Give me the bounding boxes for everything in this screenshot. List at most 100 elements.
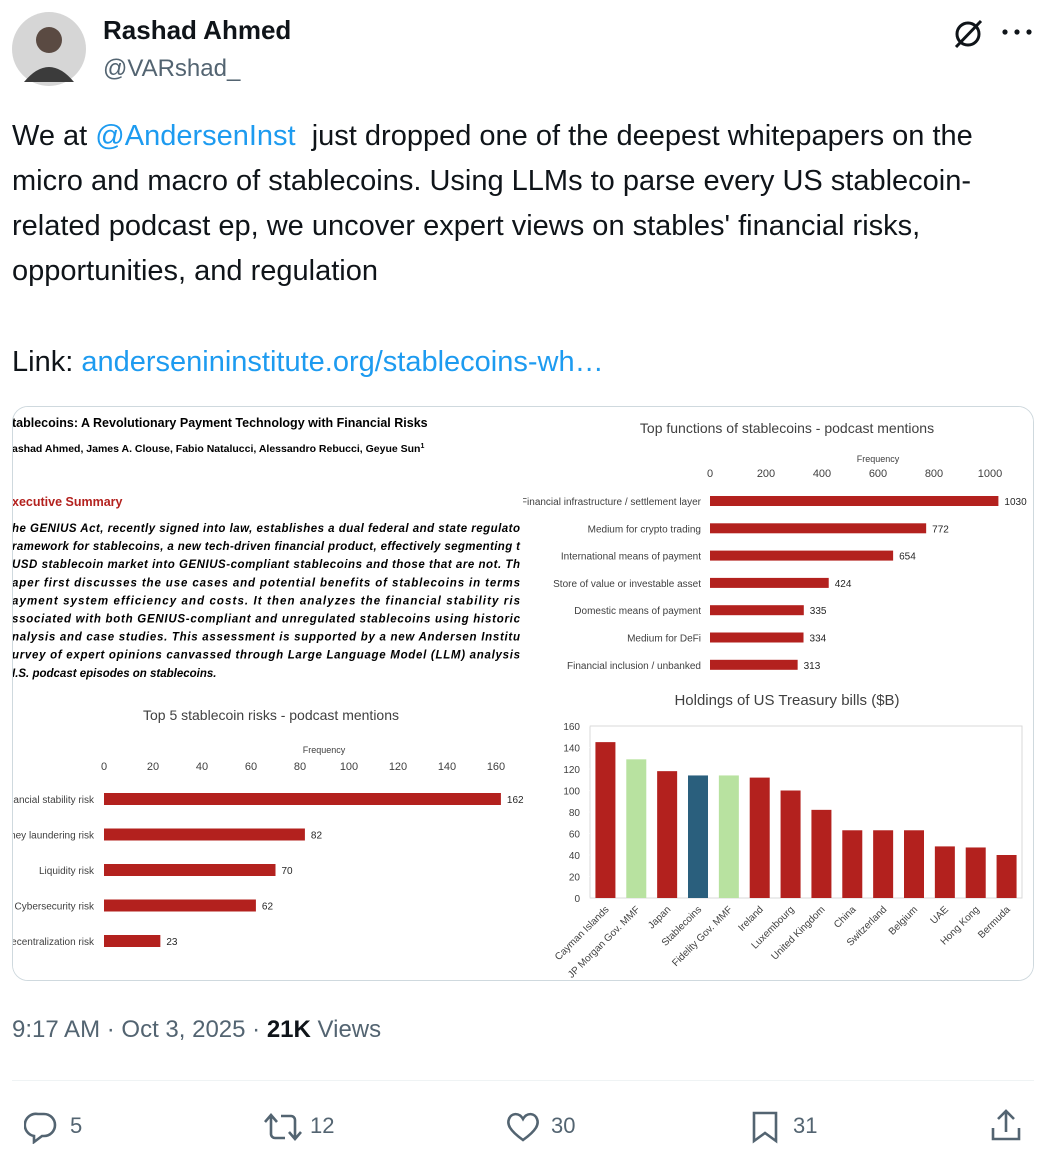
time[interactable]: 9:17 AM xyxy=(12,1016,101,1043)
y-tick-label: 100 xyxy=(563,787,580,798)
mention[interactable]: @AndersenInst xyxy=(95,120,296,152)
image-content: tablecoins: A Revolutionary Payment Tech… xyxy=(13,407,1033,980)
y-tick-label: 80 xyxy=(569,808,581,819)
author-handle[interactable]: @VARshad_ xyxy=(103,55,241,82)
text: just dropped one of the deepest whitepap… xyxy=(12,120,981,287)
section-heading: xecutive Summary xyxy=(13,495,123,509)
bookmark-count: 31 xyxy=(793,1113,818,1138)
bar xyxy=(996,855,1017,898)
value-label: 313 xyxy=(804,661,821,672)
bar xyxy=(710,496,999,506)
x-tick-label: 140 xyxy=(438,761,456,773)
x-tick-label: 20 xyxy=(147,761,159,773)
paper-authors: ashad Ahmed, James A. Clouse, Fabio Nata… xyxy=(13,443,424,455)
author-name[interactable]: Rashad Ahmed xyxy=(103,15,292,45)
chart: Top functions of stablecoins - podcast m… xyxy=(521,420,1027,672)
x-tick-label: 120 xyxy=(389,761,407,773)
category-label: Decentralization risk xyxy=(13,937,95,948)
x-tick-label: 1000 xyxy=(978,468,1002,480)
like-count: 30 xyxy=(551,1113,576,1138)
views-label: Views xyxy=(317,1016,382,1043)
bar xyxy=(965,847,986,898)
reply-icon[interactable] xyxy=(24,1110,58,1144)
retweet-count: 12 xyxy=(310,1113,335,1138)
y-tick-label: 140 xyxy=(563,744,580,755)
bar xyxy=(104,864,276,876)
link-label: Link: xyxy=(12,346,82,378)
y-tick-label: 120 xyxy=(563,765,580,776)
x-tick-label: 400 xyxy=(813,468,831,480)
value-label: 335 xyxy=(810,606,827,617)
value-label: 82 xyxy=(311,831,323,842)
avatar[interactable] xyxy=(12,12,86,86)
category-label: Store of value or investable asset xyxy=(553,579,701,590)
bar xyxy=(780,790,801,898)
value-label: 23 xyxy=(166,937,178,948)
category-label: Financial inclusion / unbanked xyxy=(567,661,701,672)
y-tick-label: 40 xyxy=(569,851,581,862)
bar xyxy=(749,777,770,898)
reply-count: 5 xyxy=(70,1113,83,1138)
category-label: Financial infrastructure / settlement la… xyxy=(521,497,702,508)
bar xyxy=(626,759,647,898)
value-label: 772 xyxy=(932,524,949,535)
category-label: Domestic means of payment xyxy=(574,606,701,617)
axis-label: Frequency xyxy=(857,454,900,464)
x-tick-label: 200 xyxy=(757,468,775,480)
authors: ashad Ahmed, James A. Clouse, Fabio Nata… xyxy=(13,443,420,455)
category-label: International means of payment xyxy=(561,552,701,563)
footnote-mark: 1 xyxy=(420,443,424,450)
summary-line: I.S. podcast episodes on stablecoins. xyxy=(13,668,217,680)
link[interactable]: andersenininstitute.org/stablecoins-wh… xyxy=(81,346,604,378)
bar xyxy=(688,775,708,898)
bar xyxy=(104,899,256,912)
bar xyxy=(104,828,305,841)
bar xyxy=(710,632,804,643)
more-icon[interactable] xyxy=(1000,20,1034,44)
axis-label: Frequency xyxy=(303,745,346,755)
value-label: 70 xyxy=(282,866,294,877)
bar xyxy=(710,523,927,534)
x-tick-label: 160 xyxy=(487,761,505,773)
summary-line: nalysis and case studies. This assessmen… xyxy=(13,632,520,644)
bar xyxy=(710,605,804,616)
share-icon[interactable] xyxy=(988,1108,1024,1144)
y-tick-label: 20 xyxy=(569,873,581,884)
summary-line: ramework for stablecoins, a new tech-dri… xyxy=(13,541,521,553)
category-label: Liquidity risk xyxy=(39,866,95,877)
summary-line: USD stablecoin market into GENIUS-compli… xyxy=(13,559,520,571)
x-tick-label: 800 xyxy=(925,468,943,480)
paper-title: tablecoins: A Revolutionary Payment Tech… xyxy=(13,416,428,430)
x-tick-label: 40 xyxy=(196,761,208,773)
tweet-text: We at @AndersenInst just dropped one of … xyxy=(12,114,1037,294)
x-tick-label: 0 xyxy=(101,761,107,773)
value-label: 162 xyxy=(507,795,524,806)
link-line: Link: andersenininstitute.org/stablecoin… xyxy=(12,340,604,385)
value-label: 62 xyxy=(262,902,274,913)
like-icon[interactable] xyxy=(505,1110,541,1144)
chart-title: Top functions of stablecoins - podcast m… xyxy=(640,420,934,436)
grok-icon[interactable] xyxy=(950,16,986,52)
category-label: Medium for DeFi xyxy=(627,634,701,645)
x-tick-label: 100 xyxy=(340,761,358,773)
bar xyxy=(657,771,678,898)
bar xyxy=(934,846,955,898)
date[interactable]: Oct 3, 2025 xyxy=(121,1016,246,1043)
tweet-meta: 9:17 AM · Oct 3, 2025 · 21K Views xyxy=(12,1016,381,1044)
category-label: Financial stability risk xyxy=(13,795,95,806)
bar xyxy=(710,550,894,561)
summary-line: he GENIUS Act, recently signed into law,… xyxy=(13,523,520,535)
chart-title: Holdings of US Treasury bills ($B) xyxy=(674,692,899,709)
x-tick-label: 60 xyxy=(245,761,257,773)
category-label: Medium for crypto trading xyxy=(588,524,701,535)
bookmark-icon[interactable] xyxy=(750,1110,782,1144)
bar xyxy=(718,775,739,898)
retweet-icon[interactable] xyxy=(262,1110,304,1144)
category-label: Cybersecurity risk xyxy=(15,902,95,913)
text: We at xyxy=(12,120,96,152)
value-label: 424 xyxy=(835,579,852,590)
attached-image[interactable]: tablecoins: A Revolutionary Payment Tech… xyxy=(12,406,1034,981)
